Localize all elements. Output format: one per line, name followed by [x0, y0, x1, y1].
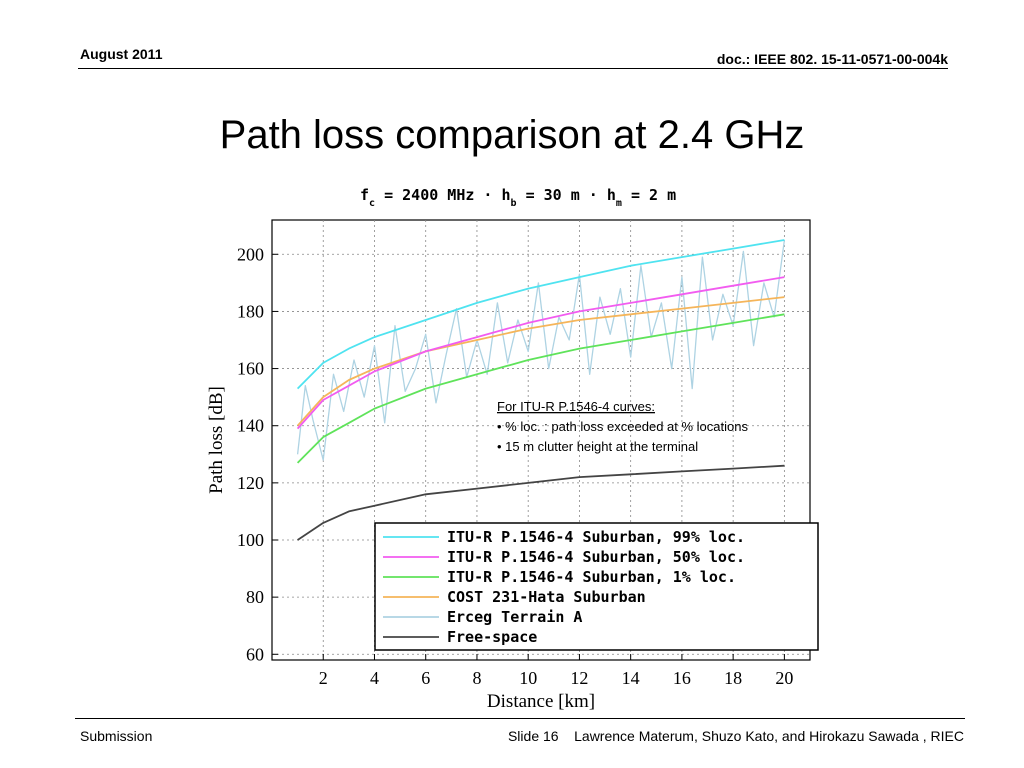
y-tick-label: 160: [237, 359, 264, 379]
legend-label: ITU-R P.1546-4 Suburban, 99% loc.: [447, 528, 745, 546]
x-tick-label: 18: [724, 668, 742, 688]
y-tick-label: 200: [237, 244, 264, 264]
y-tick-label: 120: [237, 473, 264, 493]
footer-divider: [75, 718, 965, 719]
x-tick-label: 6: [421, 668, 430, 688]
legend-label: Free-space: [447, 628, 537, 646]
annotation-heading: For ITU-R P.1546-4 curves:: [497, 399, 655, 414]
x-tick-label: 8: [472, 668, 481, 688]
legend-label: Erceg Terrain A: [447, 608, 582, 626]
series-line-3: [296, 296, 785, 427]
x-tick-label: 14: [622, 668, 640, 688]
footer-authors: Lawrence Materum, Shuzo Kato, and Hiroka…: [574, 728, 964, 744]
y-tick-label: 180: [237, 301, 264, 321]
footer-right: Slide 16 Lawrence Materum, Shuzo Kato, a…: [508, 728, 964, 744]
legend-box: [374, 522, 819, 651]
footer-submission: Submission: [80, 728, 153, 744]
title-hb-val: = 30 m · h: [517, 186, 616, 204]
path-loss-chart: fc = 2400 MHz · hb = 30 m · hm = 2 m 2 4 6…: [206, 186, 819, 712]
header-date: August 2011: [80, 46, 163, 62]
series-line-2: [296, 313, 785, 464]
header-divider: [78, 68, 948, 69]
series-line-0: [296, 239, 785, 390]
annotation-note: For ITU-R P.1546-4 curves: • % loc. : pa…: [497, 399, 748, 454]
annotation-line-2: • 15 m clutter height at the terminal: [497, 439, 698, 454]
x-tick-label: 2: [319, 668, 328, 688]
series-line-4: [296, 239, 786, 461]
x-tick-label: 4: [370, 668, 379, 688]
plot-frame: [271, 219, 811, 661]
y-tick-label: 140: [237, 416, 264, 436]
x-tick-label: 20: [775, 668, 793, 688]
footer-slide-number: Slide 16: [507, 728, 559, 744]
x-tick-label: 16: [673, 668, 691, 688]
chart-title: fc = 2400 MHz · hb = 30 m · hm = 2 m: [360, 186, 676, 209]
y-tick-label: 80: [246, 587, 264, 607]
x-tick-label: 10: [519, 668, 537, 688]
y-tick-label: 100: [237, 530, 264, 550]
title-fc-sub: c: [369, 198, 375, 209]
ticks: 2 4 6 8 10 12 14 16 18 20 60 80 100 120 140 160 180 200: [237, 244, 793, 688]
title-hb-sub: b: [511, 198, 517, 209]
title-fc-val: = 2400 MHz · h: [375, 186, 510, 204]
y-tick-label: 60: [246, 644, 264, 664]
slide-title: Path loss comparison at 2.4 GHz: [219, 113, 805, 157]
title-fc: f: [360, 186, 369, 204]
legend-label: ITU-R P.1546-4 Suburban, 50% loc.: [447, 548, 745, 566]
series-line-5: [297, 464, 785, 541]
x-tick-label: 12: [570, 668, 588, 688]
header-doc-id: doc.: IEEE 802. 15-11-0571-00-004k: [716, 51, 948, 67]
series-line-1: [296, 276, 785, 430]
series-lines: [296, 239, 786, 541]
y-axis-label: Path loss [dB]: [206, 386, 227, 494]
title-hm-val: = 2 m: [622, 186, 676, 204]
legend-label: ITU-R P.1546-4 Suburban, 1% loc.: [447, 568, 736, 586]
annotation-line-1: • % loc. : path loss exceeded at % locat…: [497, 419, 748, 434]
title-hm-sub: m: [616, 198, 622, 209]
legend-label: COST 231-Hata Suburban: [447, 588, 646, 606]
x-axis-label: Distance [km]: [487, 691, 595, 712]
legend: ITU-R P.1546-4 Suburban, 99% loc. ITU-R P…: [374, 522, 819, 651]
